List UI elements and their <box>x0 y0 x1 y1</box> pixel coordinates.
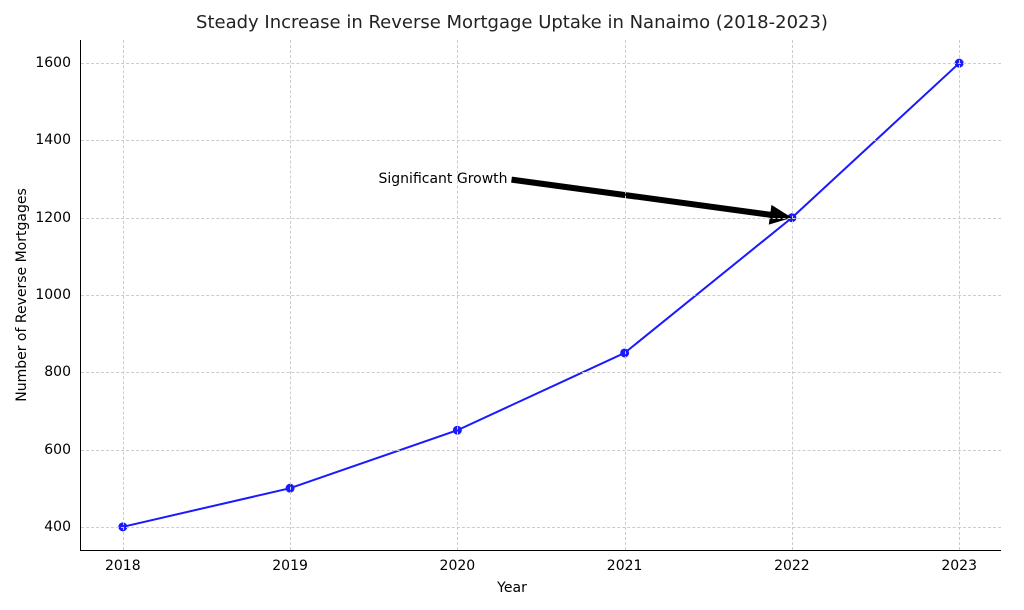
line-chart: Steady Increase in Reverse Mortgage Upta… <box>0 0 1024 610</box>
y-tick-label: 400 <box>44 519 71 535</box>
x-tick-label: 2019 <box>272 558 308 574</box>
grid-line-h <box>81 63 1001 64</box>
y-tick-label: 1400 <box>35 132 71 148</box>
x-tick-label: 2020 <box>440 558 476 574</box>
y-tick-label: 1200 <box>35 210 71 226</box>
annotation-label: Significant Growth <box>379 171 508 187</box>
x-tick-label: 2022 <box>774 558 810 574</box>
x-tick-label: 2018 <box>105 558 141 574</box>
grid-line-h <box>81 372 1001 373</box>
grid-line-h <box>81 295 1001 296</box>
y-tick-label: 600 <box>44 442 71 458</box>
plot-area: 2018201920202021202220234006008001000120… <box>80 40 1001 551</box>
x-axis-label: Year <box>497 580 527 596</box>
grid-line-h <box>81 140 1001 141</box>
grid-line-h <box>81 450 1001 451</box>
y-tick-label: 1000 <box>35 287 71 303</box>
grid-line-h <box>81 218 1001 219</box>
x-tick-label: 2023 <box>941 558 977 574</box>
grid-line-h <box>81 527 1001 528</box>
y-axis-label: Number of Reverse Mortgages <box>14 188 30 402</box>
y-tick-label: 800 <box>44 364 71 380</box>
chart-title: Steady Increase in Reverse Mortgage Upta… <box>196 12 828 33</box>
y-tick-label: 1600 <box>35 55 71 71</box>
x-tick-label: 2021 <box>607 558 643 574</box>
